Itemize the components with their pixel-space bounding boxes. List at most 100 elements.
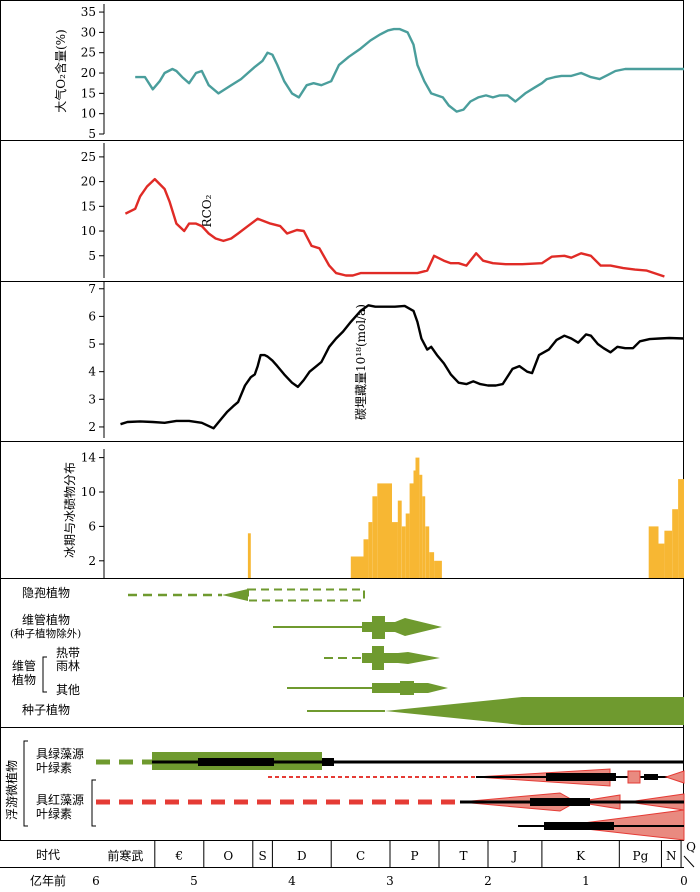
- period-bar: 时代 前寒武 € O S D C P T J K Pg NQ: [0, 840, 696, 868]
- veg-label-vascular: 维管植物: [22, 612, 70, 627]
- veg-label-rainforest-1: 热带: [56, 646, 80, 660]
- veg-range-rainforest: [324, 646, 440, 670]
- y-tick-label-1-4: 25: [81, 150, 96, 164]
- plankton-label-green-2: 叶绿素: [36, 760, 72, 775]
- plankton-range-red-bottom: [518, 809, 685, 841]
- x-tick-label-1: 5: [190, 874, 198, 888]
- glaciation-bar-11: [413, 470, 416, 578]
- glaciation-panel: 2 6 10 14 冰期与冰碛物分布: [63, 449, 684, 578]
- y-tick-label-2-5: 7: [88, 282, 96, 296]
- veg-label-rainforest-2: 雨林: [56, 659, 80, 673]
- period-label-12: Q: [686, 840, 696, 854]
- y-tick-label-1-0: 5: [88, 249, 96, 263]
- glaciation-bar-1: [350, 556, 364, 578]
- glaciation-bar-2: [363, 539, 369, 578]
- veg-group-label-1: 维管: [12, 658, 36, 673]
- vegetation-panel: 隐孢植物 维管植物 (种子植物除外) 维管 植物 热带 雨林 其他 种子植物: [10, 585, 684, 725]
- glaciation-bar-14: [422, 496, 426, 578]
- glaciation-bar-0: [247, 533, 251, 578]
- veg-range-cryptospore: [128, 588, 365, 602]
- plankton-label-red-2: 叶绿素: [36, 806, 72, 821]
- panel-frames: [0, 0, 684, 841]
- y-tick-label-1-3: 20: [81, 175, 96, 189]
- series-line-0: [135, 27, 684, 113]
- glaciation-tick-label-0: 2: [88, 554, 96, 568]
- x-tick-label-6: 0: [680, 874, 688, 888]
- veg-group-label-2: 植物: [12, 672, 36, 687]
- line-panel-0: 5 10 15 20 25 30 35 大气O₂含量(%): [53, 4, 684, 141]
- period-label-2: O: [223, 849, 233, 863]
- glaciation-bar-20: [664, 530, 673, 578]
- line-panels: 5 10 15 20 25 30 35 大气O₂含量(%) 5 10 15 20 25 RCO₂ 2 3 4 5 6…: [53, 4, 685, 438]
- period-label-0: 前寒武: [107, 848, 143, 863]
- glaciation-bar-9: [405, 513, 410, 578]
- series-line-1: [124, 177, 665, 278]
- y-tick-label-0-1: 10: [81, 107, 96, 121]
- veg-label-seed: 种子植物: [22, 702, 70, 717]
- x-tick-label-4: 2: [484, 874, 492, 888]
- x-tick-label-2: 4: [288, 874, 296, 888]
- x-tick-label-0: 6: [92, 874, 100, 888]
- glaciation-bar-3: [368, 522, 373, 578]
- period-label-8: J: [511, 849, 518, 863]
- plankton-range-red-lower: [96, 792, 685, 812]
- y-tick-label-1-2: 15: [81, 199, 96, 213]
- y-tick-label-1-1: 10: [81, 224, 96, 238]
- period-label-3: S: [258, 849, 266, 863]
- veg-label-cryptospore: 隐孢植物: [22, 585, 70, 600]
- period-q-leader: [683, 855, 695, 868]
- plankton-label-red-1: 具红藻源: [36, 792, 84, 807]
- y-tick-label-0-4: 25: [81, 46, 96, 60]
- glaciation-tick-label-1: 6: [88, 519, 96, 533]
- y-tick-label-0-3: 20: [81, 66, 96, 80]
- glaciation-bar-10: [409, 483, 414, 578]
- period-label-6: P: [410, 849, 418, 863]
- plankton-range-red-upper: [268, 768, 685, 787]
- veg-label-other: 其他: [56, 683, 80, 697]
- y-tick-label-0-5: 30: [81, 25, 96, 39]
- glaciation-tick-label-3: 14: [81, 451, 97, 465]
- glaciation-bar-13: [419, 474, 423, 578]
- y-tick-label-2-4: 6: [88, 309, 96, 323]
- veg-range-other: [287, 681, 448, 695]
- period-label-7: T: [459, 849, 467, 863]
- plankton-panel: 浮游微植物 具绿藻源 叶绿素 具红藻源 叶绿素: [4, 740, 685, 841]
- glaciation-bar-12: [415, 457, 420, 578]
- period-label-9: K: [576, 849, 586, 863]
- glaciation-bar-4: [372, 496, 378, 578]
- x-tick-label-5: 1: [582, 874, 590, 888]
- time-axis-label: 亿年前: [30, 873, 66, 888]
- line-panel-1: 5 10 15 20 25 RCO₂: [81, 143, 665, 278]
- glaciation-bar-15: [425, 526, 430, 578]
- y-tick-label-2-3: 5: [88, 337, 96, 351]
- glaciation-bar-22: [678, 479, 684, 578]
- glaciation-bar-6: [392, 522, 398, 578]
- period-label-1: €: [174, 849, 183, 863]
- veg-range-vascular: [273, 616, 442, 639]
- veg-range-seed: [307, 697, 684, 725]
- y-tick-label-2-0: 2: [88, 420, 96, 434]
- glaciation-bar-18: [648, 526, 659, 578]
- glaciation-bar-5: [377, 483, 392, 578]
- y-axis-label-2: 碳埋藏量10¹⁸(mol/a): [354, 304, 368, 420]
- glaciation-bar-16: [429, 552, 435, 578]
- y-tick-label-2-2: 4: [88, 365, 96, 379]
- glaciation-bar-7: [397, 500, 402, 578]
- glaciation-bar-17: [434, 560, 442, 578]
- glaciation-bar-21: [672, 509, 679, 578]
- y-axis-label-0: 大气O₂含量(%): [53, 29, 68, 112]
- glaciation-tick-label-2: 10: [81, 485, 96, 499]
- y-tick-label-0-0: 5: [88, 127, 96, 141]
- x-tick-label-3: 3: [386, 874, 394, 888]
- y-tick-label-0-2: 15: [81, 86, 96, 100]
- period-label-10: Pg: [633, 849, 649, 863]
- plankton-title: 浮游微植物: [4, 760, 19, 820]
- plankton-range-green: [96, 752, 684, 770]
- veg-group-bracket: [42, 656, 47, 693]
- y-axis-label-1: RCO₂: [200, 194, 214, 227]
- glaciation-bar-19: [658, 543, 665, 578]
- y-tick-label-0-6: 35: [81, 5, 96, 19]
- period-header: 时代: [36, 848, 60, 862]
- glaciation-bar-8: [401, 526, 406, 578]
